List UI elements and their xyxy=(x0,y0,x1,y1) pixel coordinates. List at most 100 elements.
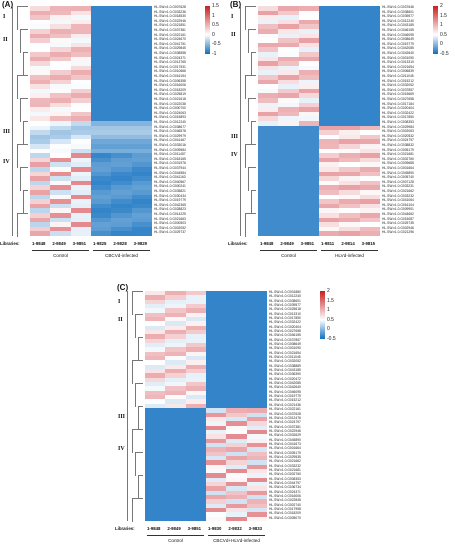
heatmap-cell xyxy=(131,10,153,16)
heatmap-cell xyxy=(298,56,320,62)
heatmap-cell xyxy=(339,24,360,30)
heatmap-cell xyxy=(165,455,186,461)
heatmap-cell xyxy=(30,199,51,205)
heatmap-cell xyxy=(258,42,279,48)
heatmap-cell xyxy=(145,477,166,483)
heatmap-cell xyxy=(359,222,381,228)
heatmap-cell xyxy=(70,139,92,145)
heatmap-cell xyxy=(278,79,299,85)
heatmap-cell xyxy=(258,65,279,71)
heatmap-cell xyxy=(258,116,279,122)
library-name: 2-9849 xyxy=(280,241,294,246)
cluster-label: III xyxy=(231,133,239,140)
heatmap-cell xyxy=(185,516,207,522)
heatmap-cell xyxy=(111,84,132,90)
heatmap-cell xyxy=(319,171,340,177)
heatmap-cell xyxy=(206,460,227,465)
heatmap-cell xyxy=(145,382,166,387)
heatmap-cell xyxy=(111,208,132,214)
heatmap-cell xyxy=(131,33,153,39)
library-name: 2-9849 xyxy=(52,241,66,246)
heatmap-cell xyxy=(246,295,268,300)
heatmap-cell xyxy=(258,185,279,191)
heatmap-cell xyxy=(298,226,320,232)
heatmap-cell xyxy=(145,503,166,509)
heatmap-cell xyxy=(206,399,227,405)
group-bracket xyxy=(147,535,204,536)
heatmap-cell xyxy=(91,217,112,223)
heatmap-cell xyxy=(278,84,299,90)
heatmap-cell xyxy=(226,473,247,478)
heatmap-cell xyxy=(206,507,227,513)
heatmap-cell xyxy=(131,65,153,71)
heatmap-cell xyxy=(359,125,381,131)
heatmap-cell xyxy=(70,6,92,11)
heatmap-cell xyxy=(50,15,71,21)
heatmap-cell xyxy=(70,176,92,182)
heatmap-cell xyxy=(246,399,268,405)
heatmap-cell xyxy=(185,490,207,496)
heatmap-cell xyxy=(246,507,268,513)
heatmap-cell xyxy=(359,130,381,136)
heatmap-cell xyxy=(145,321,166,326)
heatmap-cell xyxy=(359,139,381,145)
dendrogram-branch xyxy=(23,52,28,76)
heatmap-cell xyxy=(319,38,340,44)
heatmap-cell xyxy=(258,75,279,80)
heatmap-cell xyxy=(111,121,132,126)
heatmap-cell xyxy=(319,70,340,76)
heatmap-cell xyxy=(206,364,227,370)
heatmap-cell xyxy=(339,65,360,71)
heatmap-cell xyxy=(258,10,279,16)
heatmap-cell xyxy=(165,512,186,517)
heatmap-cell xyxy=(165,507,186,513)
heatmap-cell xyxy=(339,139,360,145)
heatmap-cell xyxy=(70,47,92,53)
heatmap-cell xyxy=(258,121,279,126)
heatmap-cell xyxy=(145,356,166,361)
heatmap-cell xyxy=(165,364,186,370)
heatmap-cell xyxy=(70,10,92,16)
heatmap-cell xyxy=(258,203,279,209)
cluster-label: I xyxy=(231,14,234,20)
group-bracket xyxy=(32,250,89,251)
heatmap-cell xyxy=(359,107,381,113)
dendrogram-branch xyxy=(248,98,256,122)
heatmap-cell xyxy=(206,369,227,374)
heatmap-cell xyxy=(339,19,360,25)
heatmap-cell xyxy=(70,98,92,103)
heatmap-cell xyxy=(145,377,166,383)
heatmap-cell xyxy=(278,56,299,62)
heatmap-cell xyxy=(359,162,381,168)
heatmap-cell xyxy=(298,111,320,117)
heatmap-cell xyxy=(30,75,51,80)
heatmap-cell xyxy=(70,222,92,228)
heatmap-cell xyxy=(111,162,132,168)
heatmap-cell xyxy=(165,425,186,431)
heatmap-cell xyxy=(319,116,340,122)
heatmap-cell xyxy=(278,185,299,191)
heatmap-cell xyxy=(91,148,112,154)
heatmap-cell xyxy=(319,130,340,136)
heatmap-cell xyxy=(226,481,247,487)
heatmap-cell xyxy=(246,477,268,483)
heatmap-cell xyxy=(185,403,207,409)
heatmap-cell xyxy=(359,84,381,90)
heatmap-cell xyxy=(258,199,279,205)
heatmap-cell xyxy=(131,75,153,80)
heatmap-cell xyxy=(359,148,381,154)
heatmap-cell xyxy=(91,231,112,237)
heatmap-cell xyxy=(319,47,340,53)
heatmap-cell xyxy=(278,102,299,108)
heatmap-cell xyxy=(70,75,92,80)
heatmap-cell xyxy=(111,107,132,113)
heatmap-cell xyxy=(319,203,340,209)
heatmap-cell xyxy=(359,121,381,126)
heatmap-cell xyxy=(246,334,268,340)
heatmap-cell xyxy=(298,167,320,172)
heatmap-cell xyxy=(185,473,207,478)
heatmap-cell xyxy=(70,144,92,149)
heatmap-cell xyxy=(226,429,247,435)
heatmap-cell xyxy=(111,125,132,131)
heatmap-cell xyxy=(298,6,320,11)
